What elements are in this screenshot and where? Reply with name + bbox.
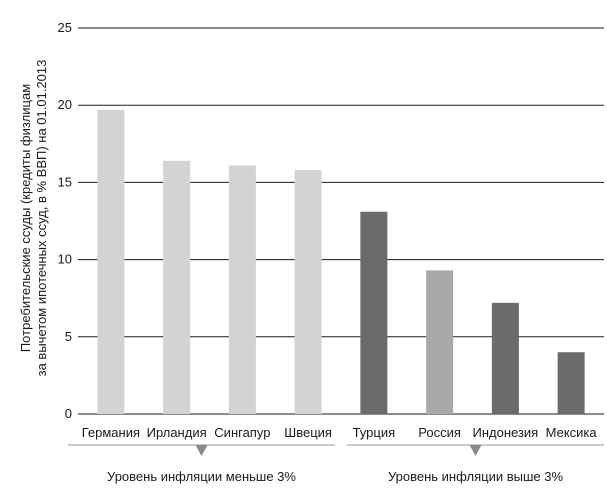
x-tick-label: Швеция [284,425,332,440]
bar [163,160,191,414]
group-marker-icon [195,445,208,456]
x-tick-label: Мексика [546,425,598,440]
y-tick-label: 15 [58,174,72,189]
x-tick-label: Сингапур [214,425,270,440]
x-tick-label: Россия [418,425,461,440]
bar [97,109,125,414]
x-tick-label: Германия [82,425,140,440]
group-brackets: Уровень инфляции меньше 3% Уровень инфляц… [68,444,604,484]
bar [557,352,585,414]
bar [228,165,256,414]
gridlines [78,27,604,415]
y-axis-ticks: 0 5 10 15 20 25 [58,20,72,421]
bar [491,302,519,414]
y-axis-title-line-1: Потребительские ссуды (кредиты физлицам [18,84,33,352]
x-tick-label: Турция [353,425,396,440]
y-tick-label: 25 [58,20,72,35]
y-tick-label: 20 [58,97,72,112]
y-tick-label: 0 [65,406,72,421]
y-tick-label: 10 [58,252,72,267]
group-marker-icon [469,445,482,456]
group-label: Уровень инфляции меньше 3% [107,469,296,484]
group-label: Уровень инфляции выше 3% [388,469,563,484]
bar [360,211,388,414]
bar [294,170,322,414]
y-axis-title-line-2: за вычетом ипотечных ссуд, в % ВВП) на 0… [34,60,49,377]
x-tick-label: Ирландия [147,425,207,440]
bar [426,270,454,414]
x-tick-label: Индонезия [473,425,539,440]
bars [97,109,585,414]
x-axis-labels: Германия Ирландия Сингапур Швеция Турция Росс… [82,425,598,440]
y-tick-label: 5 [65,329,72,344]
y-axis-title: Потребительские ссуды (кредиты физлицам … [18,60,49,377]
